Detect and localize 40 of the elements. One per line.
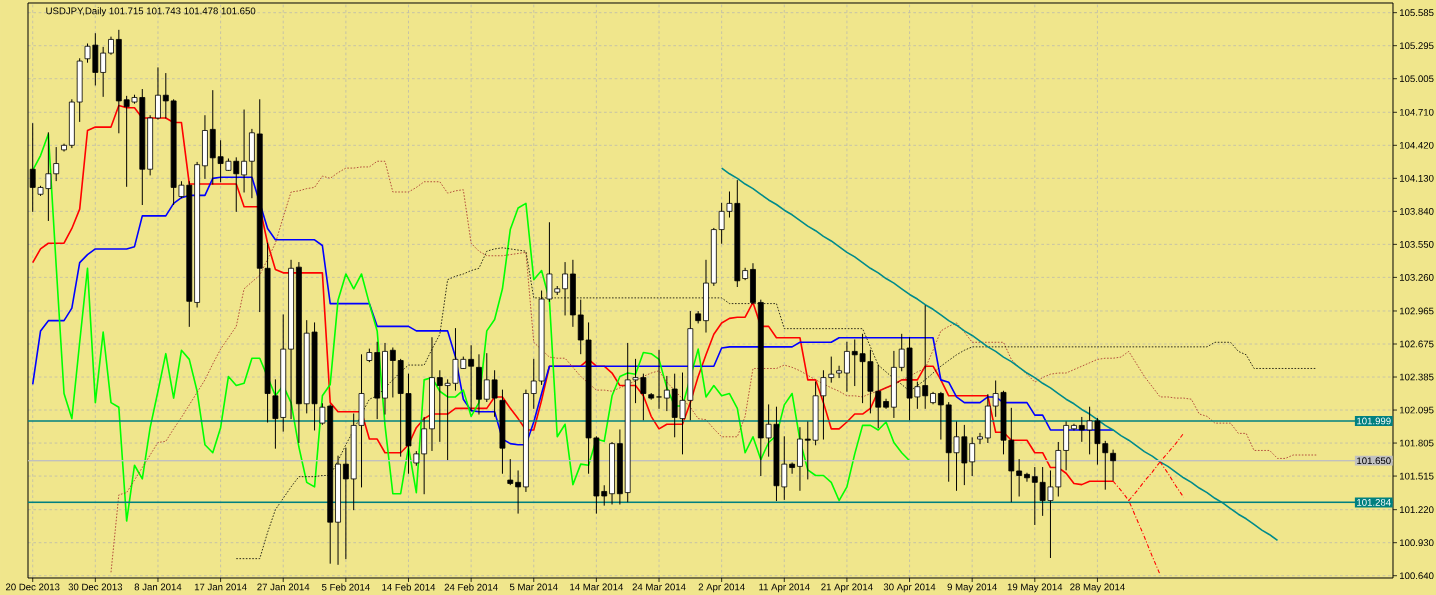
x-tick-label: 20 Dec 2013: [5, 583, 60, 591]
chart-title: USDJPY,Daily 101.715 101.743 101.478 101.650: [46, 7, 256, 17]
y-tick-label: 104.130: [1399, 174, 1434, 182]
x-tick-label: 30 Apr 2014: [883, 583, 936, 593]
y-tick-label: 101.220: [1399, 506, 1434, 514]
ref-line-label: 101.999: [1357, 417, 1391, 425]
y-tick-label: 105.585: [1399, 9, 1434, 17]
x-tick-label: 14 Feb 2014: [382, 583, 436, 591]
y-tick-label: 103.840: [1399, 207, 1434, 215]
y-tick-label: 104.710: [1399, 108, 1434, 116]
y-tick-label: 102.385: [1399, 373, 1434, 381]
y-tick-label: 102.675: [1399, 340, 1434, 348]
x-tick-label: 21 Apr 2014: [821, 583, 873, 593]
x-tick-label: 28 May 2014: [1070, 583, 1125, 593]
y-tick-label: 100.930: [1399, 539, 1434, 547]
y-tick-label: 101.805: [1399, 439, 1434, 447]
y-tick-label: 101.515: [1399, 472, 1434, 480]
y-tick-label: 100.640: [1399, 572, 1434, 580]
y-tick-label: 102.095: [1399, 406, 1434, 414]
x-tick-label: 27 Jan 2014: [257, 583, 310, 591]
x-tick-label: 24 Mar 2014: [632, 583, 686, 591]
y-tick-label: 105.295: [1399, 42, 1434, 50]
ref-line-label: 101.650: [1357, 457, 1391, 465]
y-tick-label: 103.550: [1399, 240, 1434, 248]
x-tick-label: 19 May 2014: [1007, 583, 1063, 593]
x-tick-label: 8 Jan 2014: [134, 583, 182, 591]
x-tick-label: 30 Dec 2013: [68, 583, 123, 591]
x-tick-label: 5 Feb 2014: [321, 583, 370, 591]
x-tick-label: 2 Apr 2014: [698, 583, 745, 593]
x-tick-label: 9 May 2014: [947, 583, 997, 593]
x-tick-label: 11 Apr 2014: [759, 583, 810, 593]
x-tick-label: 17 Jan 2014: [194, 583, 247, 591]
y-tick-label: 102.965: [1399, 307, 1434, 315]
ref-line-label: 101.284: [1357, 498, 1391, 506]
x-tick-label: 24 Feb 2014: [444, 583, 498, 591]
y-tick-label: 105.005: [1399, 75, 1434, 83]
y-tick-label: 103.260: [1399, 274, 1434, 281]
x-tick-label: 5 Mar 2014: [509, 583, 558, 591]
y-tick-label: 104.420: [1399, 141, 1434, 149]
x-tick-label: 14 Mar 2014: [570, 583, 624, 591]
